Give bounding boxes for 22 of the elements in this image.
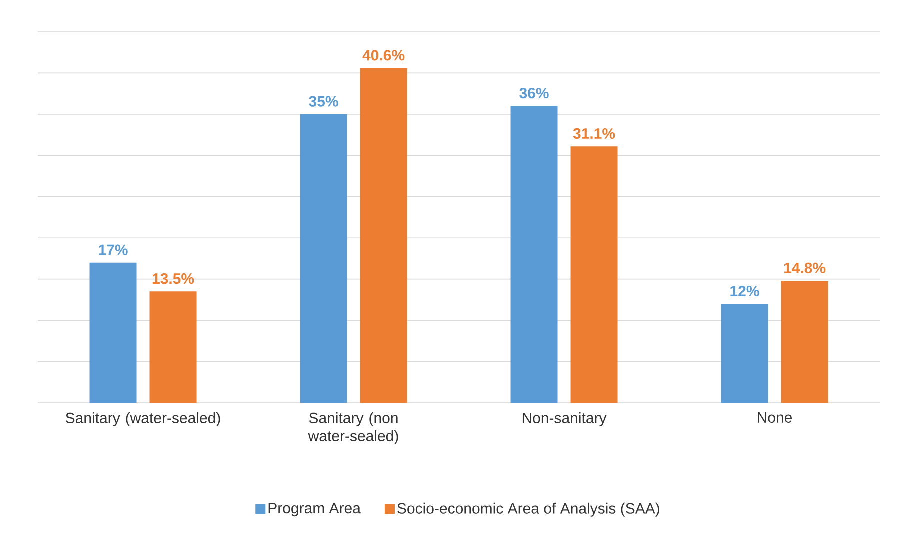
data-label: 17%	[99, 244, 128, 256]
x-tick-label: Sanitary (non water-sealed)	[308, 412, 398, 444]
data-label: 14.8%	[784, 262, 826, 274]
x-tick-label: Sanitary (water-sealed)	[66, 412, 220, 426]
bar	[721, 304, 768, 403]
data-label: 13.5%	[152, 274, 194, 284]
data-label: 35%	[309, 96, 338, 107]
bar	[510, 106, 558, 403]
data-label: 36%	[520, 88, 549, 99]
x-tick-label: None	[758, 412, 792, 423]
x-tick-label: Non-sanitary	[522, 412, 607, 426]
bar	[781, 280, 828, 403]
bar	[300, 114, 348, 403]
data-label: 12%	[730, 286, 760, 297]
legend-label: Socio-economic Area of Analysis (SAA)	[398, 502, 660, 517]
bar	[360, 68, 408, 403]
data-label: 31.1%	[573, 128, 616, 140]
legend-label: Program Area	[268, 503, 361, 517]
bar	[150, 292, 197, 403]
bar	[90, 262, 137, 403]
bar	[570, 146, 618, 403]
data-label: 40.6%	[362, 50, 405, 61]
